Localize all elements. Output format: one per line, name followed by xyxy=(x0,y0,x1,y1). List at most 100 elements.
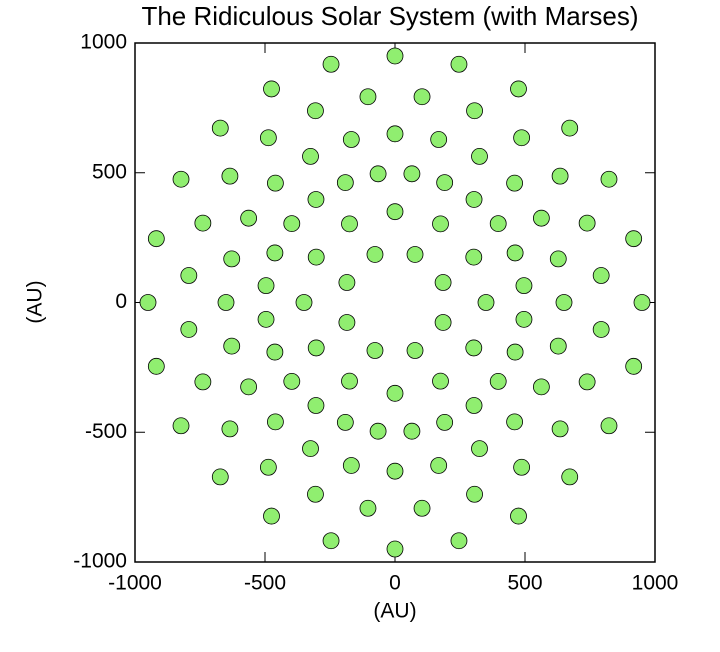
planet xyxy=(307,191,325,208)
x-tick-label: 1000 xyxy=(632,572,679,595)
planet xyxy=(513,129,531,147)
planet xyxy=(465,397,483,414)
planet xyxy=(266,413,284,431)
planet xyxy=(578,214,596,232)
planet xyxy=(386,384,404,402)
y-tick-label: -500 xyxy=(85,420,127,443)
planet xyxy=(549,337,567,355)
planet xyxy=(471,440,488,457)
planet xyxy=(510,80,527,98)
planet xyxy=(139,294,157,311)
planet xyxy=(366,246,384,263)
y-tick-label: -1000 xyxy=(73,550,127,573)
planet xyxy=(341,215,358,233)
y-tick-label: 1000 xyxy=(80,31,127,54)
x-tick-label: 0 xyxy=(389,572,401,595)
planet xyxy=(600,170,618,188)
planet xyxy=(506,343,524,361)
planet xyxy=(561,468,579,486)
planet xyxy=(549,250,567,268)
planet xyxy=(307,248,325,266)
planet xyxy=(625,357,643,375)
planet xyxy=(450,55,468,73)
planet xyxy=(263,80,280,98)
planet xyxy=(532,209,550,227)
planet xyxy=(489,372,507,390)
planet xyxy=(223,250,241,268)
planet xyxy=(466,485,483,503)
planet xyxy=(147,357,165,375)
planet xyxy=(386,47,404,65)
chart-title: The Ridiculous Solar System (with Marses… xyxy=(141,1,638,31)
planet xyxy=(217,294,235,311)
planet xyxy=(515,277,533,295)
planet xyxy=(477,294,495,311)
planet xyxy=(295,294,313,311)
planet xyxy=(551,167,569,185)
planet xyxy=(466,102,483,120)
planet xyxy=(555,294,573,311)
planet xyxy=(211,119,229,137)
planet xyxy=(359,88,377,106)
planet xyxy=(551,420,569,438)
planet xyxy=(465,248,483,266)
planet xyxy=(386,462,404,480)
planet xyxy=(283,215,301,233)
planet xyxy=(430,131,448,148)
planet xyxy=(257,277,275,295)
planet xyxy=(322,532,340,550)
planet xyxy=(307,485,324,503)
planet xyxy=(413,499,431,517)
planet xyxy=(436,413,454,431)
planet xyxy=(369,165,387,183)
planet xyxy=(180,267,198,284)
planet xyxy=(172,170,190,188)
planet xyxy=(386,540,404,558)
planet xyxy=(342,457,360,474)
planet xyxy=(266,343,284,361)
planet xyxy=(266,244,284,262)
planet xyxy=(592,267,610,284)
planet xyxy=(413,88,431,106)
planet xyxy=(406,246,424,263)
planet xyxy=(432,372,449,390)
planet xyxy=(338,314,356,331)
x-axis-label: (AU) xyxy=(373,600,416,623)
planet xyxy=(322,55,340,73)
x-tick-label: -1000 xyxy=(108,572,162,595)
planet xyxy=(194,214,212,232)
planet xyxy=(341,372,358,390)
planet xyxy=(450,532,468,550)
planet xyxy=(359,499,377,517)
planet xyxy=(336,174,354,192)
planet xyxy=(342,131,360,148)
planet xyxy=(257,310,275,328)
planet xyxy=(510,507,527,525)
planet xyxy=(336,413,354,431)
planet xyxy=(506,413,523,431)
planet xyxy=(592,321,610,338)
planet xyxy=(259,129,277,147)
planet xyxy=(386,125,404,143)
y-tick-label: 0 xyxy=(115,290,127,313)
planet xyxy=(465,191,483,208)
planet xyxy=(263,507,280,525)
planet xyxy=(403,422,421,440)
planet xyxy=(471,148,488,165)
planet xyxy=(434,274,452,291)
planet xyxy=(406,342,424,359)
planet xyxy=(223,337,241,355)
planet xyxy=(221,420,239,438)
planet xyxy=(578,373,596,391)
planet xyxy=(489,215,507,233)
planet xyxy=(338,274,356,291)
planet xyxy=(240,378,258,396)
planet xyxy=(302,440,319,457)
planet xyxy=(240,209,258,227)
planet xyxy=(366,342,384,359)
planet xyxy=(283,372,301,390)
planet xyxy=(600,417,618,435)
planet xyxy=(432,215,449,233)
planet xyxy=(211,468,229,486)
